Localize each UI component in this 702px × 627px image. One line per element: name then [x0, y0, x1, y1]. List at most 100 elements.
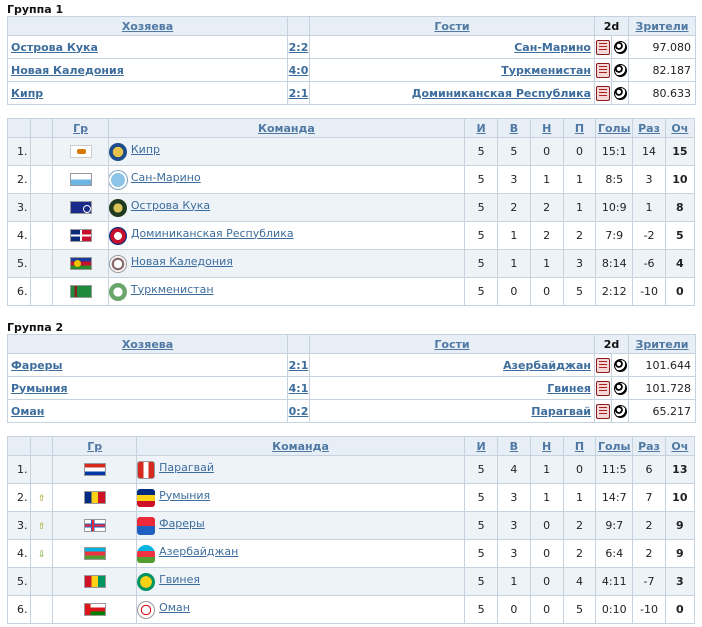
- losses: 1: [562, 165, 597, 194]
- position: 6.: [6, 595, 32, 624]
- goal-diff: 1: [632, 193, 666, 222]
- home-team-link[interactable]: Фареры: [11, 358, 63, 372]
- 2d-ball-icon[interactable]: [613, 63, 627, 77]
- team-link[interactable]: Парагвай: [159, 460, 214, 474]
- goal-diff: 3: [632, 165, 666, 194]
- match-report-icon[interactable]: [596, 85, 610, 101]
- audience-header[interactable]: Зрители: [628, 16, 696, 36]
- team-link[interactable]: Кипр: [130, 142, 160, 156]
- team-emblem-icon: [109, 142, 127, 161]
- losses: 4: [562, 567, 597, 596]
- pts-header[interactable]: Оч: [664, 436, 696, 456]
- gr-header[interactable]: Гр: [52, 118, 109, 138]
- away-header[interactable]: Гости: [309, 334, 595, 354]
- score-link[interactable]: 2:2: [288, 40, 309, 54]
- draws: 1: [529, 165, 564, 194]
- goals: 7:9: [595, 221, 634, 250]
- table-row: 3. Острова Кука 5 2 2 1 10:9 1 8: [6, 193, 696, 222]
- group-2-standings: Гр Команда И В Н П Голы Раз Оч 1. Парагв…: [6, 436, 696, 624]
- away-team-link[interactable]: Доминиканская Республика: [411, 86, 591, 100]
- score-link[interactable]: 0:2: [288, 404, 309, 418]
- wins: 3: [497, 165, 531, 194]
- points: 8: [664, 193, 696, 222]
- 2d-ball-icon[interactable]: [613, 40, 627, 54]
- down-arrow-icon: ⇩: [38, 550, 46, 560]
- team-link[interactable]: Доминиканская Республика: [130, 226, 294, 240]
- team-link[interactable]: Туркменистан: [130, 282, 214, 296]
- away-team-link[interactable]: Гвинея: [547, 381, 591, 395]
- team-link[interactable]: Сан-Марино: [130, 170, 201, 184]
- 2d-ball-icon[interactable]: [613, 358, 627, 372]
- 2d-ball-icon[interactable]: [613, 86, 627, 100]
- diff-header[interactable]: Раз: [632, 118, 666, 138]
- w-header[interactable]: В: [497, 436, 531, 456]
- team-link[interactable]: Гвинея: [159, 572, 201, 586]
- azerbaijan-flag-icon: [83, 547, 106, 561]
- match-report-icon[interactable]: [596, 403, 610, 419]
- d-header[interactable]: Н: [529, 118, 564, 138]
- audience-value: 65.217: [628, 399, 696, 423]
- 2d-ball-icon[interactable]: [613, 404, 627, 418]
- home-team-link[interactable]: Румыния: [11, 381, 68, 395]
- group-2-matches: Хозяева Гости 2d Зрители Фареры 2:1 Азер…: [7, 334, 696, 423]
- team-emblem-icon: [137, 600, 156, 619]
- home-header[interactable]: Хозяева: [7, 334, 288, 354]
- home-team-link[interactable]: Новая Каледония: [11, 63, 124, 77]
- turkmenistan-flag-icon: [69, 285, 92, 299]
- home-header[interactable]: Хозяева: [7, 16, 288, 36]
- score-link[interactable]: 2:1: [288, 358, 309, 372]
- goal-diff: -6: [632, 249, 666, 278]
- l-header[interactable]: П: [562, 436, 597, 456]
- d-header[interactable]: Н: [529, 436, 564, 456]
- cook-islands-flag-icon: [69, 201, 92, 215]
- home-team-link[interactable]: Острова Кука: [11, 40, 98, 54]
- match-report-icon[interactable]: [596, 62, 610, 78]
- goal-diff: -7: [632, 567, 666, 596]
- away-team-link[interactable]: Парагвай: [531, 404, 591, 418]
- goals-header[interactable]: Голы: [595, 118, 634, 138]
- played: 5: [463, 193, 499, 222]
- w-header[interactable]: В: [497, 118, 531, 138]
- 2d-ball-icon[interactable]: [613, 381, 627, 395]
- p-header[interactable]: И: [463, 118, 499, 138]
- table-row: 4. Доминиканская Республика 5 1 2 2 7:9 …: [6, 221, 696, 250]
- home-team-link[interactable]: Кипр: [11, 86, 44, 100]
- goals-header[interactable]: Голы: [595, 436, 634, 456]
- pts-header[interactable]: Оч: [664, 118, 696, 138]
- team-link[interactable]: Азербайджан: [159, 544, 239, 558]
- match-row: Кипр 2:1 Доминиканская Республика 80.633: [7, 81, 696, 105]
- team-link[interactable]: Острова Кука: [130, 198, 211, 212]
- team-header[interactable]: Команда: [107, 118, 465, 138]
- p-header[interactable]: И: [463, 436, 499, 456]
- score-link[interactable]: 4:0: [288, 63, 309, 77]
- team-link[interactable]: Новая Каледония: [130, 254, 233, 268]
- audience-value: 101.644: [628, 353, 696, 377]
- score-link[interactable]: 2:1: [288, 86, 309, 100]
- away-team-link[interactable]: Азербайджан: [503, 358, 591, 372]
- audience-header[interactable]: Зрители: [628, 334, 696, 354]
- home-team-link[interactable]: Оман: [11, 404, 45, 418]
- gr-header[interactable]: Гр: [52, 436, 138, 456]
- team-emblem-icon: [137, 544, 156, 563]
- group-1-title: Группа 1: [7, 3, 64, 16]
- diff-header[interactable]: Раз: [632, 436, 666, 456]
- audience-value: 82.187: [628, 58, 696, 82]
- team-link[interactable]: Фареры: [159, 516, 205, 530]
- audience-value: 101.728: [628, 376, 696, 400]
- match-report-icon[interactable]: [596, 357, 610, 373]
- team-header[interactable]: Команда: [136, 436, 465, 456]
- team-emblem-icon: [109, 254, 127, 273]
- away-team-link[interactable]: Сан-Марино: [514, 40, 591, 54]
- match-report-icon[interactable]: [596, 380, 610, 396]
- wins: 1: [497, 221, 531, 250]
- team-link[interactable]: Оман: [159, 600, 190, 614]
- l-header[interactable]: П: [562, 118, 597, 138]
- team-link[interactable]: Румыния: [159, 488, 211, 502]
- score-link[interactable]: 4:1: [288, 381, 309, 395]
- team-emblem-icon: [137, 572, 156, 591]
- away-header[interactable]: Гости: [309, 16, 595, 36]
- points: 10: [664, 165, 696, 194]
- goal-diff: -2: [632, 221, 666, 250]
- match-report-icon[interactable]: [596, 39, 610, 55]
- away-team-link[interactable]: Туркменистан: [501, 63, 591, 77]
